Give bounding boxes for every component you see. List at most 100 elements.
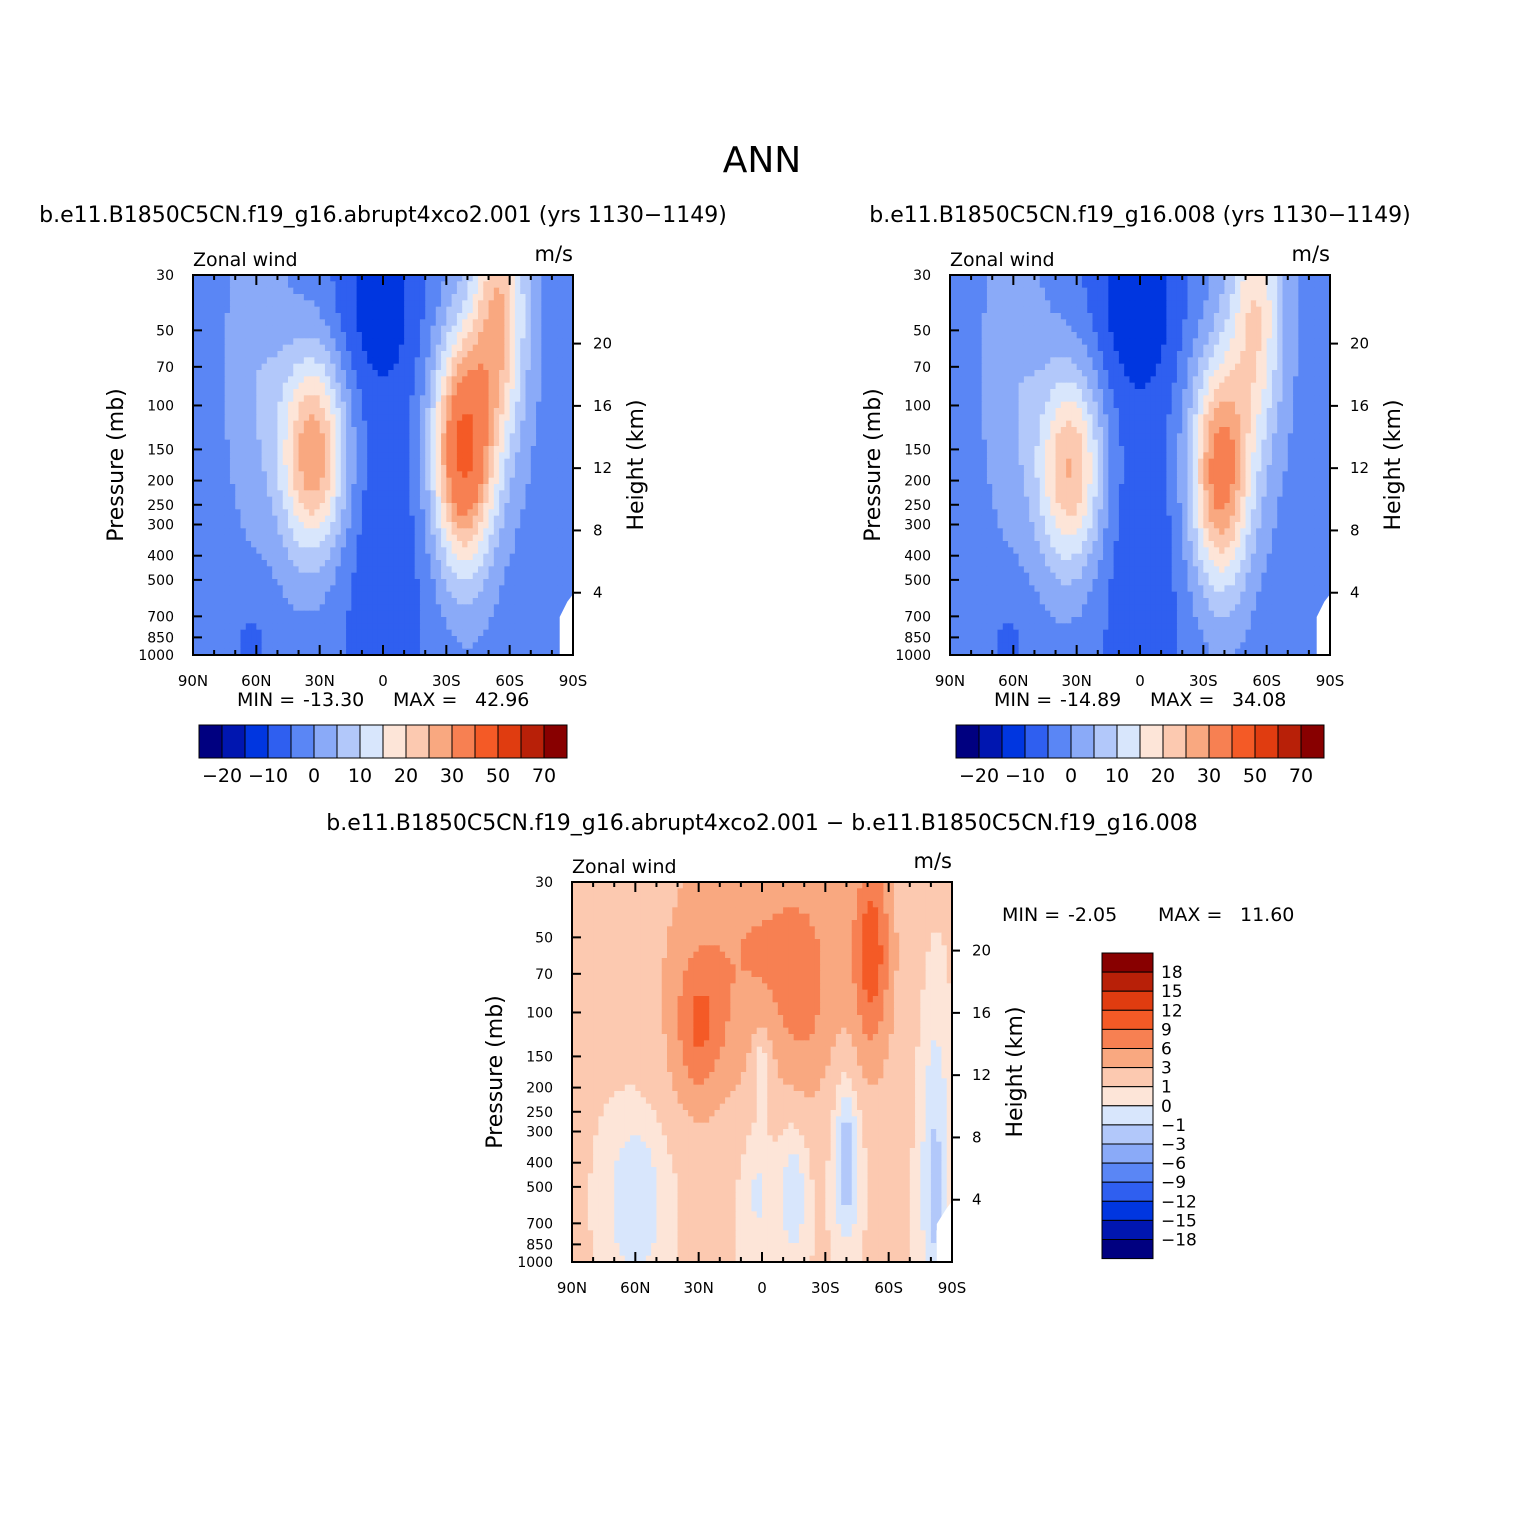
contour-cell: [467, 509, 474, 517]
colorbar-swatch: [543, 724, 568, 759]
contour-cell: [261, 471, 268, 479]
contour-cell: [377, 439, 384, 447]
contour-cell: [409, 610, 416, 618]
contour-cell: [346, 306, 352, 314]
contour-cell: [493, 338, 500, 346]
contour-cell: [541, 629, 548, 637]
contour-cell: [557, 439, 564, 447]
contour-cell: [282, 382, 289, 390]
contour-cell: [551, 313, 558, 320]
contour-cell: [525, 598, 532, 605]
contour-cell: [340, 465, 347, 472]
contour-cell: [1066, 281, 1072, 289]
contour-cell: [324, 585, 331, 593]
contour-cell: [224, 294, 231, 301]
contour-cell: [419, 408, 426, 415]
contour-cell: [388, 401, 395, 409]
contour-cell: [499, 306, 505, 314]
contour-cell: [562, 325, 569, 333]
contour-cell: [557, 408, 564, 415]
contour-cell: [388, 617, 395, 624]
contour-cell: [493, 313, 500, 320]
contour-cell: [414, 325, 421, 333]
contour-cell: [235, 458, 242, 466]
contour-cell: [356, 642, 363, 650]
contour-cell: [467, 287, 474, 295]
contour-cell: [441, 477, 447, 485]
contour-cell: [240, 471, 247, 479]
contour-cell: [562, 458, 569, 466]
contour-cell: [256, 528, 263, 536]
contour-cell: [557, 509, 564, 517]
contour-cell: [509, 306, 516, 314]
contour-cell: [240, 408, 247, 415]
contour-cell: [478, 617, 484, 624]
contour-cell: [377, 338, 384, 346]
contour-cell: [530, 306, 537, 314]
contour-cell: [541, 503, 548, 510]
contour-cell: [456, 332, 463, 339]
contour-cell: [451, 579, 458, 586]
contour-cell: [1208, 287, 1215, 295]
contour-cell: [240, 572, 247, 580]
contour-cell: [208, 401, 215, 409]
contour-cell: [965, 281, 972, 289]
contour-cell: [1013, 306, 1020, 314]
contour-cell: [272, 490, 279, 498]
contour-cell: [251, 465, 257, 472]
contour-cell: [367, 617, 374, 624]
contour-cell: [504, 439, 511, 447]
contour-cell: [414, 648, 421, 656]
contour-cell: [346, 534, 352, 542]
contour-cell: [351, 401, 358, 409]
contour-cell: [414, 515, 421, 523]
contour-cell: [404, 553, 410, 561]
contour-cell: [261, 534, 268, 542]
contour-cell: [499, 382, 505, 390]
contour-cell: [346, 357, 352, 365]
contour-cell: [451, 300, 458, 308]
contour-cell: [488, 300, 495, 308]
contour-cell: [536, 490, 542, 498]
contour-cell: [541, 344, 548, 352]
contour-cell: [456, 420, 463, 428]
contour-cell: [1298, 313, 1305, 320]
contour-cell: [462, 275, 469, 282]
contour-cell: [309, 579, 315, 586]
contour-cell: [520, 433, 527, 441]
contour-cell: [488, 306, 495, 314]
contour-cell: [356, 560, 363, 567]
colorbar-label: 30: [440, 765, 464, 787]
contour-cell: [319, 294, 326, 301]
contour-cell: [499, 484, 505, 491]
contour-cell: [1129, 287, 1136, 295]
contour-cell: [224, 623, 231, 631]
contour-cell: [293, 287, 300, 295]
contour-cell: [272, 306, 279, 314]
contour-cell: [193, 439, 199, 447]
contour-cell: [261, 490, 268, 498]
contour-cell: [214, 313, 220, 320]
contour-cell: [361, 313, 368, 320]
contour-cell: [203, 357, 210, 365]
contour-cell: [261, 617, 268, 624]
contour-cell: [309, 471, 315, 479]
contour-cell: [557, 471, 564, 479]
contour-cell: [303, 617, 310, 624]
contour-cell: [298, 395, 305, 403]
contour-cell: [1124, 306, 1131, 314]
contour-cell: [419, 439, 426, 447]
contour-cell: [314, 503, 321, 510]
contour-cell: [504, 648, 511, 656]
contour-cell: [504, 591, 511, 599]
contour-cell: [435, 617, 442, 624]
contour-cell: [393, 591, 400, 599]
contour-cell: [377, 642, 384, 650]
contour-cell: [282, 490, 289, 498]
contour-cell: [551, 534, 558, 542]
contour-cell: [409, 408, 416, 415]
contour-cell: [324, 452, 331, 460]
contour-cell: [1071, 300, 1078, 308]
contour-cell: [504, 617, 511, 624]
contour-cell: [430, 275, 437, 282]
